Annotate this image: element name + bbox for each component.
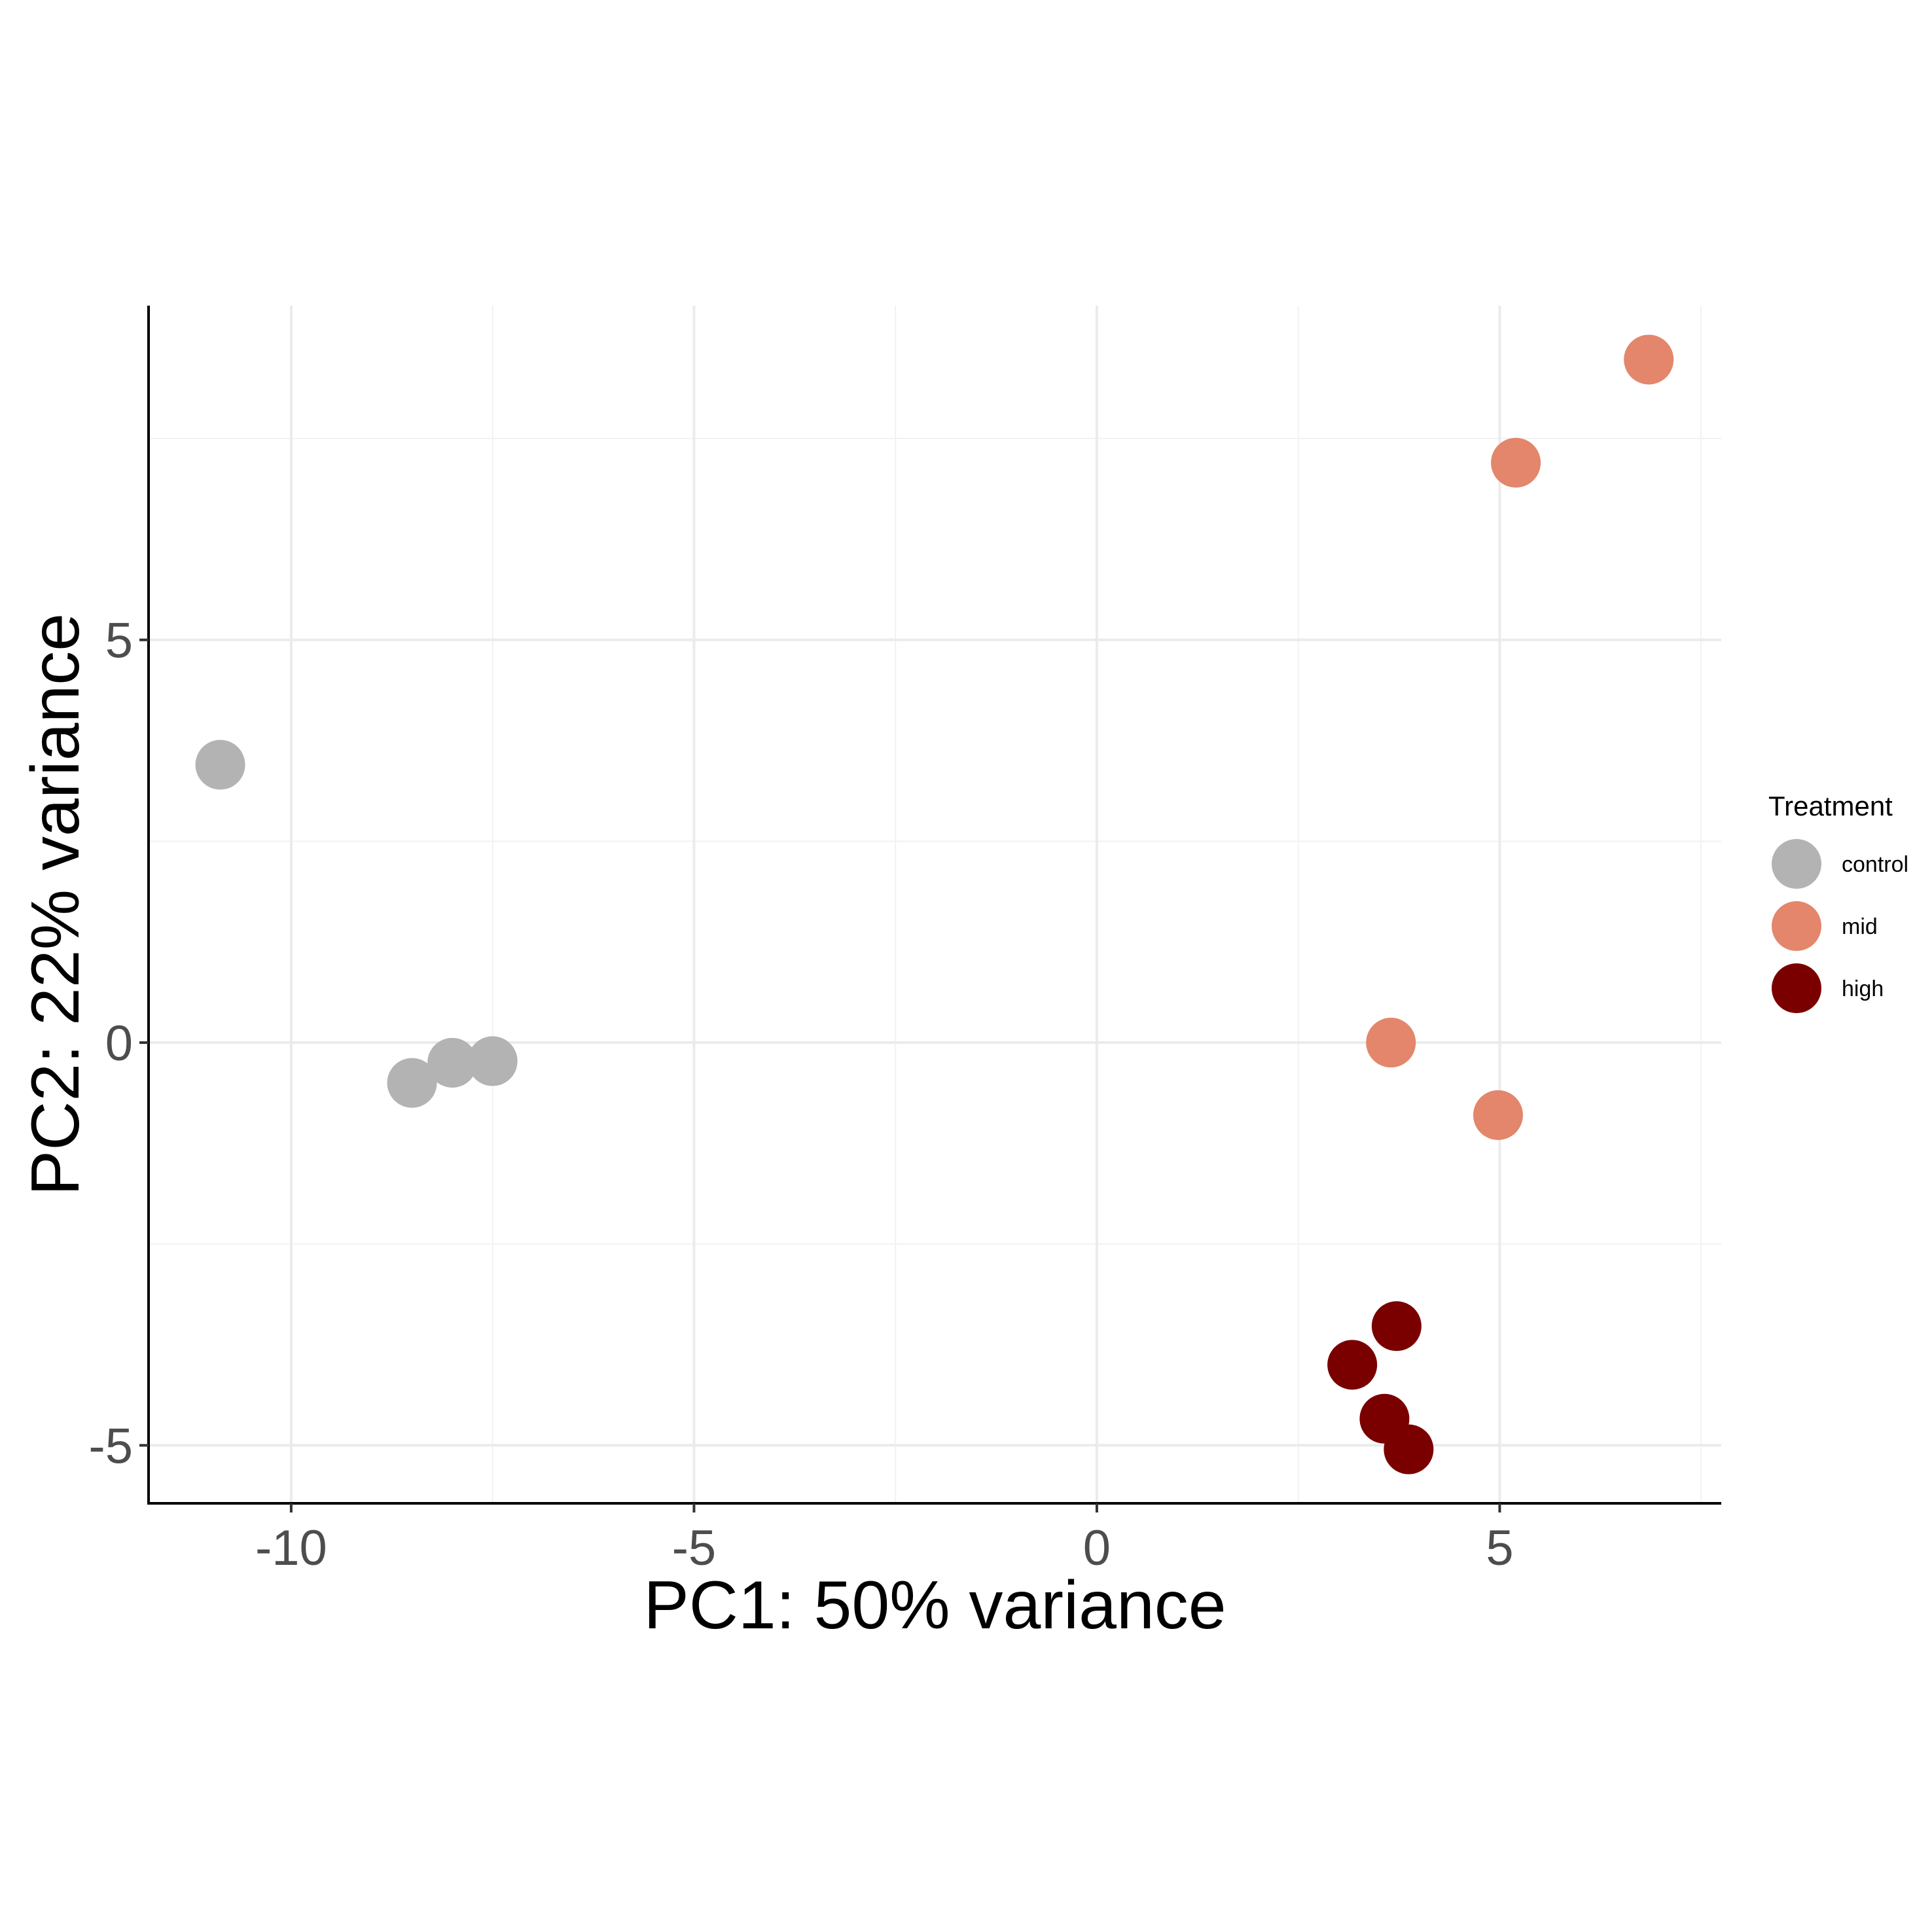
legend-label-high: high	[1842, 976, 1884, 1001]
point-high	[1384, 1424, 1434, 1475]
point-control	[467, 1036, 518, 1086]
point-mid	[1491, 437, 1541, 488]
point-control	[195, 740, 245, 790]
plot-grid	[149, 306, 1721, 1503]
legend-title: Treatment	[1768, 791, 1893, 821]
y-tick-label: -5	[88, 1418, 133, 1474]
legend-key-mid	[1772, 901, 1821, 951]
legend-key-high	[1772, 963, 1821, 1013]
y-axis-title: PC2: 22% variance	[18, 613, 94, 1196]
legend-label-mid: mid	[1842, 914, 1878, 939]
axis-ticks: -10 -5 0 5 -5 0 5	[88, 613, 1513, 1576]
x-tick-label: -10	[255, 1520, 327, 1576]
plot-axes	[147, 306, 1721, 1505]
x-axis-title: PC1: 50% variance	[643, 1567, 1226, 1643]
legend-label-control: control	[1842, 852, 1908, 877]
legend: Treatment control mid high	[1768, 791, 1908, 1013]
point-control	[427, 1037, 478, 1088]
data-points	[195, 334, 1674, 1475]
legend-key-control	[1772, 839, 1821, 889]
point-high	[1371, 1301, 1422, 1351]
y-tick-label: 0	[105, 1016, 133, 1071]
x-tick-label: -5	[672, 1520, 717, 1576]
point-mid	[1624, 334, 1674, 385]
point-mid	[1366, 1018, 1416, 1068]
x-tick-label: 0	[1083, 1520, 1111, 1576]
y-tick-label: 5	[105, 613, 133, 669]
point-mid	[1473, 1090, 1524, 1140]
x-tick-label: 5	[1486, 1520, 1513, 1576]
point-control	[387, 1058, 437, 1108]
point-high	[1327, 1340, 1378, 1390]
